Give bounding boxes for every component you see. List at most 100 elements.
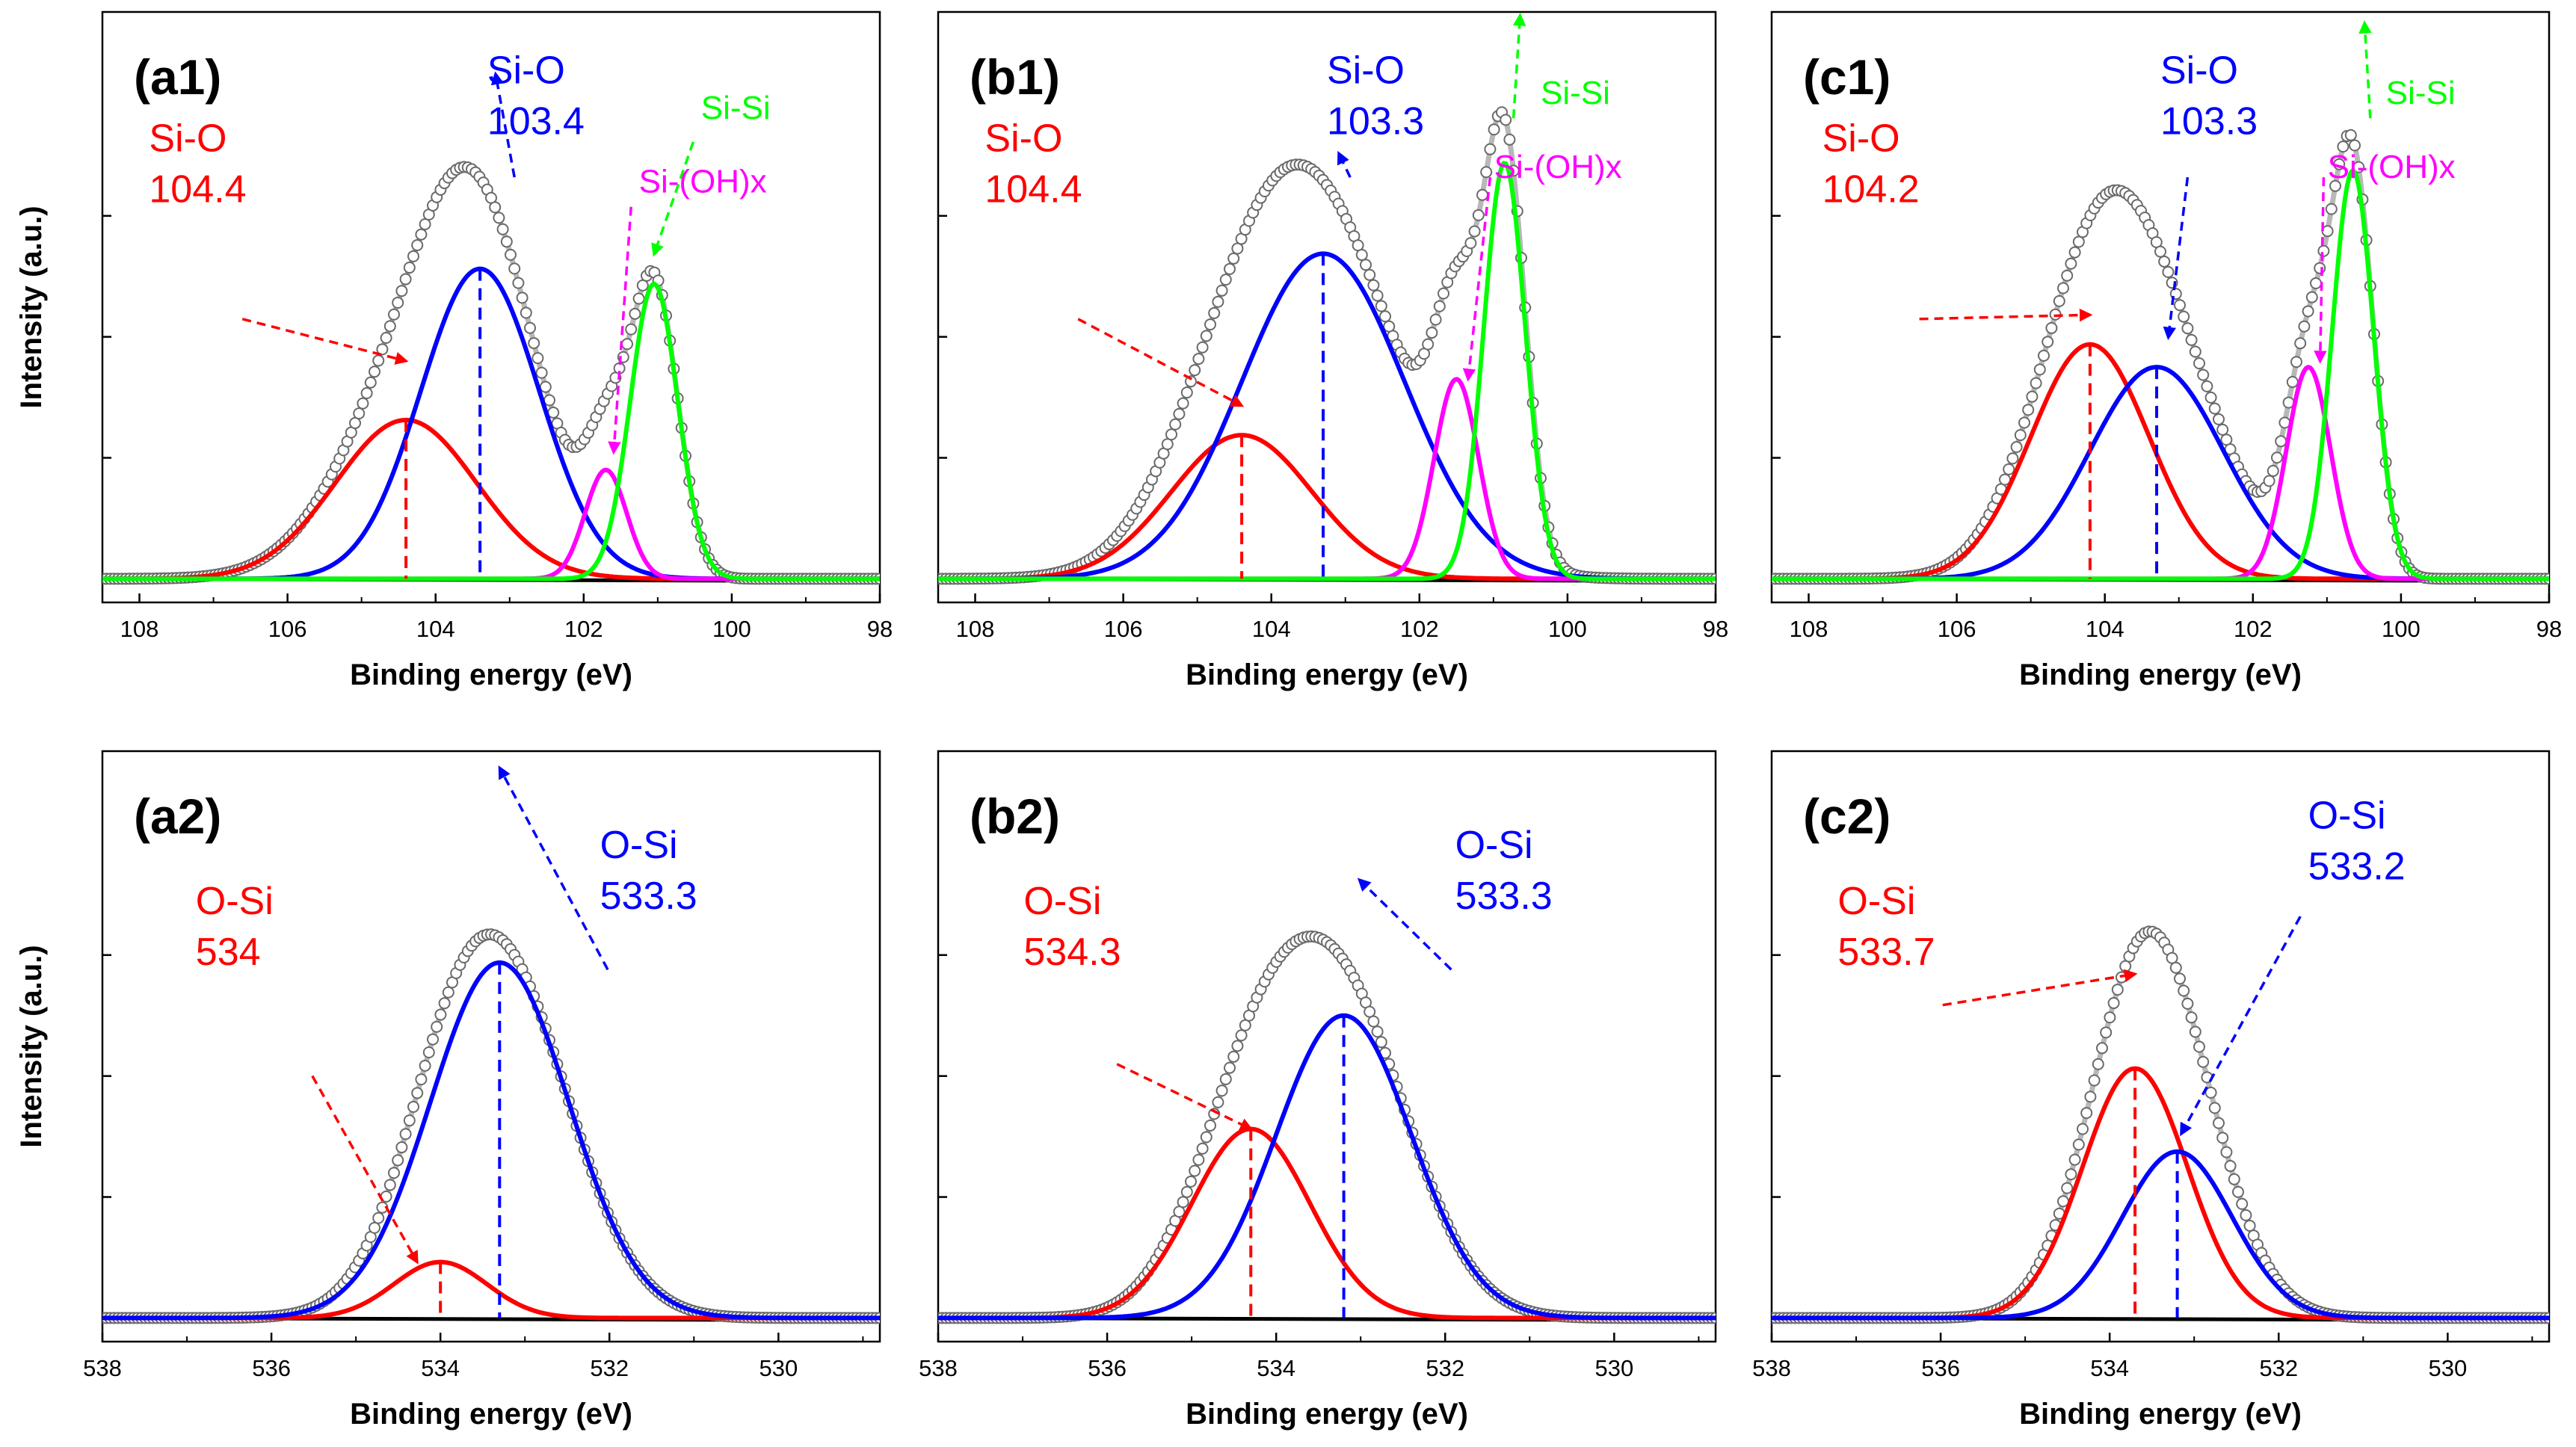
data-point [1355,249,1368,262]
annotation-label: O-Si [600,824,678,867]
data-point [2224,1160,2237,1173]
data-point [500,235,513,248]
data-point [2154,245,2166,258]
data-point [392,296,404,309]
x-axis-title: Binding energy (eV) [1186,658,1468,691]
annotation-arrow [311,1075,419,1265]
raw-data-series [1772,925,2549,1324]
data-point [2216,1132,2229,1144]
data-point [2010,441,2023,454]
data-point [2038,349,2050,362]
data-point [2236,1197,2249,1210]
x-tick-label: 104 [2086,616,2124,642]
data-point [2263,475,2275,487]
chart-b2: (b2) 538 536 534 532 530 Binding energy (eV) O-… [919,750,1717,1431]
data-point [1192,1153,1205,1166]
annotation-value: 533.7 [1837,931,1935,974]
annotation-value: 533.3 [600,874,697,918]
data-point [2072,1138,2085,1151]
annotation-arrow [2314,177,2327,364]
peak-blue-si-o [938,251,1716,581]
data-point [2061,1182,2074,1194]
annotation-value: 534.3 [1023,931,1121,974]
data-point [1165,428,1177,441]
x-tick-label: 534 [2090,1355,2129,1381]
plot-frame [101,750,881,1343]
data-point [369,1221,380,1234]
peak-magenta-si-oh-x [102,467,880,581]
data-point [1185,375,1197,388]
data-point [1480,166,1493,179]
data-point [2208,402,2221,415]
data-point [2033,363,2046,376]
data-point [1364,1005,1376,1018]
data-point [632,292,645,305]
panel-label: (c2) [1803,789,1891,844]
data-point [2193,357,2205,370]
data-point [1215,284,1228,297]
chart-a2: (a2) 538 536 534 532 530 Binding energy (eV) In… [15,750,881,1431]
annotation-value: 103.3 [2160,99,2258,143]
data-point [2271,451,2283,464]
data-point [2290,356,2302,368]
annotation-label: Si-Si [2386,75,2456,111]
raw-data-series [102,161,880,585]
data-point [1500,114,1512,126]
data-point [2162,265,2175,278]
data-point [380,331,392,344]
data-point [1375,1036,1387,1049]
data-point [1196,1142,1209,1155]
x-tick-label: 532 [1426,1355,1464,1381]
x-tick-label: 536 [252,1355,291,1381]
data-point [2104,1011,2116,1024]
data-point [2158,255,2171,268]
data-point [2072,235,2085,248]
data-point [376,343,389,356]
x-tick-label: 530 [759,1355,798,1381]
data-point [2213,1117,2225,1129]
data-point [496,223,509,235]
data-point [2174,972,2186,985]
data-point [2286,376,2299,389]
data-point [2030,377,2042,389]
annotation-label: Si-O [149,117,227,160]
data-point [357,397,369,410]
plot-frame [1770,750,2551,1343]
data-point [1231,242,1244,255]
x-tick-label: 102 [564,616,603,642]
data-point [1212,295,1224,308]
data-point [2181,322,2194,335]
peak-magenta-si-oh-x [938,377,1716,581]
data-point [403,262,416,274]
data-point [1219,1073,1232,1085]
data-point [392,1154,404,1167]
data-point [2344,129,2357,141]
data-point [360,386,373,399]
x-tick-label: 100 [1548,616,1587,642]
envelope-line [102,164,880,581]
x-tick-label: 538 [919,1355,958,1381]
peak-blue-si-o [102,266,880,581]
data-point [1177,397,1189,410]
data-point [372,1212,385,1224]
annotation-arrow [2163,176,2190,341]
data-point [539,380,552,393]
data-point [383,1179,396,1191]
data-point [2096,1042,2108,1055]
data-point [2178,984,2190,997]
data-point [1224,262,1236,275]
x-tick-label: 536 [1088,1355,1127,1381]
data-point [369,365,380,378]
data-point [1364,268,1376,281]
data-point [2314,262,2326,274]
x-tick-label: 106 [268,616,307,642]
data-point [1422,338,1435,351]
peak-blue-o-si [1772,1149,2549,1321]
data-point [1426,327,1438,339]
peak-red-o-si [1772,1066,2549,1321]
x-tick-label: 534 [1257,1355,1295,1381]
data-point [2042,336,2054,348]
data-point [1235,1029,1248,1042]
data-point [2111,984,2124,996]
data-point [516,291,529,304]
